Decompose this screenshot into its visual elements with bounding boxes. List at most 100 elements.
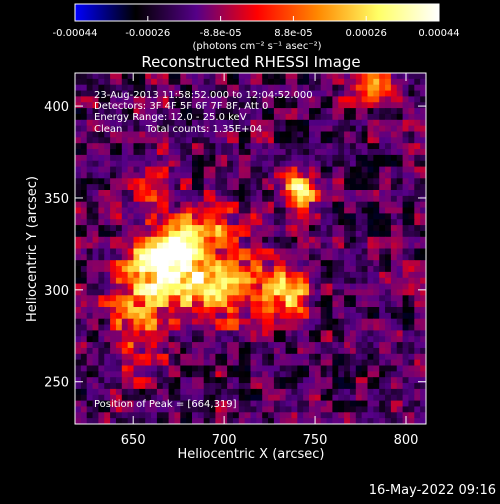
heatmap-cell [203,248,211,255]
heatmap-cell [192,283,199,291]
heatmap-cell [86,195,94,203]
heatmap-cell [314,412,322,419]
heatmap-cell [420,406,426,413]
heatmap-cell [162,131,170,138]
heatmap-cell [139,149,146,156]
heatmap-cell [238,248,246,255]
heatmap-cell [250,154,257,162]
heatmap-cell [273,283,281,291]
heatmap-cell [420,371,426,378]
heatmap-cell [156,119,164,127]
heatmap-cell [349,283,357,291]
heatmap-cell [250,84,257,92]
heatmap-cell [75,271,82,279]
heatmap-cell [291,190,298,197]
heatmap-cell [238,73,246,80]
heatmap-cell [402,230,410,238]
heatmap-cell [121,318,129,326]
heatmap-cell [414,388,421,396]
heatmap-cell [373,213,380,220]
heatmap-cell [297,342,304,349]
heatmap-cell [262,96,269,103]
heatmap-cell [232,383,240,390]
heatmap-cell [285,283,293,291]
heatmap-cell [396,213,404,220]
heatmap-cell [232,154,240,162]
heatmap-cell [121,90,129,97]
heatmap-cell [373,318,380,326]
heatmap-cell [151,307,158,314]
heatmap-cell [168,400,176,408]
heatmap-cell [414,149,421,156]
heatmap-cell [86,166,94,174]
heatmap-cell [209,318,216,326]
heatmap-cell [180,195,187,203]
heatmap-cell [104,119,111,127]
heatmap-cell [203,312,211,320]
heatmap-cell [127,166,135,174]
heatmap-cell [115,394,123,402]
heatmap-cell [385,412,392,419]
heatmap-cell [420,78,426,86]
heatmap-cell [373,271,380,279]
heatmap-cell [186,108,193,115]
heatmap-cell [221,172,228,179]
heatmap-cell [151,371,158,378]
heatmap-cell [344,388,351,396]
heatmap-cell [338,406,345,413]
heatmap-cell [349,219,357,226]
heatmap-cell [98,230,105,238]
heatmap-cell [285,166,293,174]
heatmap-cell [139,84,146,92]
heatmap-cell [402,213,410,220]
heatmap-cell [133,394,140,402]
heatmap-cell [326,412,333,419]
heatmap-cell [373,207,380,214]
heatmap-cell [168,160,176,168]
heatmap-cell [232,283,240,291]
heatmap-cell [408,201,415,209]
heatmap-cell [168,201,176,209]
heatmap-cell [80,324,88,331]
heatmap-cell [121,201,129,209]
heatmap-cell [168,225,176,232]
heatmap-cell [379,195,386,203]
heatmap-cell [203,131,211,138]
heatmap-cell [297,137,304,144]
heatmap-cell [385,149,392,156]
heatmap-cell [291,102,298,109]
heatmap-cell [115,166,123,174]
heatmap-cell [209,242,216,250]
heatmap-cell [203,330,211,337]
heatmap-cell [98,190,105,197]
heatmap-cell [268,73,275,80]
heatmap-cell [279,84,287,92]
heatmap-cell [273,271,281,279]
heatmap-cell [297,102,304,109]
heatmap-cell [221,371,228,378]
heatmap-cell [396,201,404,209]
heatmap-cell [174,131,181,138]
heatmap-cell [268,143,275,150]
heatmap-cell [414,131,421,138]
heatmap-cell [408,242,415,250]
heatmap-cell [168,336,176,343]
heatmap-cell [186,213,193,220]
heatmap-cell [221,230,228,238]
heatmap-cell [192,213,199,220]
heatmap-cell [338,213,345,220]
heatmap-cell [414,271,421,279]
heatmap-cell [396,230,404,238]
heatmap-cell [355,271,363,279]
heatmap-cell [168,242,176,250]
heatmap-cell [402,154,410,162]
heatmap-cell [104,143,111,150]
heatmap-cell [221,353,228,361]
heatmap-cell [80,307,88,314]
heatmap-cell [379,201,386,209]
heatmap-cell [344,78,351,86]
heatmap-cell [92,377,99,384]
heatmap-cell [367,260,374,267]
heatmap-cell [244,201,252,209]
heatmap-cell [238,371,246,378]
